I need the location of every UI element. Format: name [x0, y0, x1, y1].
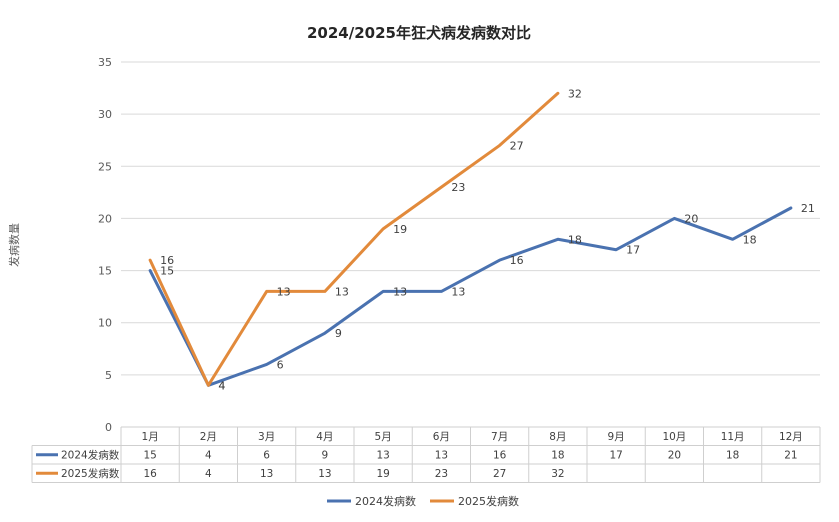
x-category-label: 12月	[779, 431, 803, 443]
table-cell: 32	[551, 468, 564, 480]
data-label: 4	[218, 379, 225, 392]
data-label: 27	[510, 139, 524, 152]
table-cell: 19	[376, 468, 389, 480]
data-label: 9	[335, 327, 342, 340]
chart-title: 2024/2025年狂犬病发病数对比	[307, 24, 531, 42]
table-cell: 4	[205, 450, 212, 462]
y-axis-ticks: 0 5 10 15 20 25 30 35	[98, 56, 112, 434]
x-category-label: 2月	[200, 431, 217, 443]
x-category-label: 1月	[142, 431, 159, 443]
table-cell: 9	[322, 450, 329, 462]
table-series-name: 2024发病数	[61, 449, 120, 462]
table-cell: 27	[493, 468, 506, 480]
data-label: 4	[218, 379, 225, 392]
series-line	[148, 91, 560, 387]
legend-label: 2024发病数	[355, 494, 416, 508]
table-cell: 23	[435, 468, 448, 480]
data-label: 16	[160, 254, 174, 267]
x-category-label: 11月	[721, 431, 745, 443]
table-cell: 16	[493, 450, 507, 462]
table-cell: 20	[668, 450, 681, 462]
x-category-label: 6月	[433, 431, 450, 443]
table-cell: 15	[143, 450, 156, 462]
table-cell: 18	[551, 450, 564, 462]
x-category-label: 3月	[258, 431, 275, 443]
x-category-label: 10月	[662, 431, 686, 443]
y-tick-label: 5	[105, 369, 112, 382]
table-cell: 6	[263, 450, 270, 462]
table-cell: 13	[435, 450, 448, 462]
table-cell: 13	[260, 468, 273, 480]
data-label: 19	[393, 223, 407, 236]
data-label: 6	[277, 358, 284, 371]
table-cell: 18	[726, 450, 739, 462]
data-label: 13	[393, 285, 407, 298]
table-cell: 16	[143, 468, 157, 480]
data-label: 13	[335, 285, 349, 298]
data-label: 18	[568, 233, 582, 246]
series-line	[148, 206, 793, 387]
table-series-name: 2025发病数	[61, 467, 120, 480]
table-cell: 13	[376, 450, 389, 462]
data-table: 1月 2月 3月 4月 5月 6月 7月 8月 9月 10月 11月 12月 2024发病数 15 4 6 9 1…	[31, 426, 821, 483]
table-cell: 17	[609, 450, 622, 462]
data-label: 17	[626, 244, 640, 257]
data-label: 16	[510, 254, 524, 267]
data-label: 21	[801, 202, 815, 215]
y-tick-label: 0	[105, 421, 112, 434]
data-label: 32	[568, 87, 582, 100]
gridlines	[121, 61, 820, 428]
table-cell: 21	[784, 450, 797, 462]
data-label: 20	[684, 212, 698, 225]
table-cell: 4	[205, 468, 212, 480]
y-tick-label: 25	[98, 160, 112, 173]
legend-label: 2025发病数	[458, 494, 519, 508]
legend: 2024发病数 2025发病数	[327, 494, 519, 508]
x-category-label: 9月	[608, 431, 625, 443]
y-tick-label: 15	[98, 265, 112, 278]
data-label: 13	[451, 285, 465, 298]
x-category-label: 7月	[491, 431, 508, 443]
y-tick-label: 35	[98, 56, 112, 69]
data-label: 23	[451, 181, 465, 194]
y-tick-label: 30	[98, 108, 112, 121]
data-label: 18	[743, 233, 757, 246]
x-category-label: 8月	[549, 431, 566, 443]
x-category-label: 4月	[316, 431, 333, 443]
y-axis-label: 发病数量	[7, 223, 21, 267]
data-label: 15	[160, 265, 174, 278]
y-tick-label: 10	[98, 317, 112, 330]
x-category-label: 5月	[375, 431, 392, 443]
series-lines	[148, 91, 793, 387]
data-label: 13	[277, 285, 291, 298]
y-tick-label: 20	[98, 212, 112, 225]
table-cell: 13	[318, 468, 331, 480]
